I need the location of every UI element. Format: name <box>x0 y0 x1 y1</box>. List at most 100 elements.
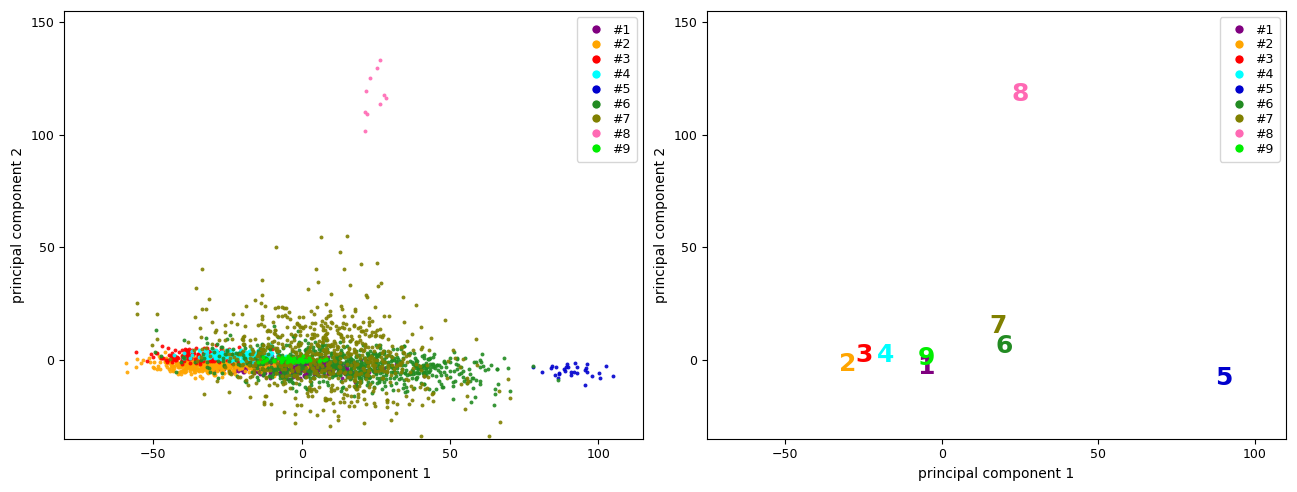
#5 <box>556 360 577 368</box>
#2 <box>202 362 223 369</box>
#7 <box>392 368 412 376</box>
#7 <box>346 385 367 393</box>
#5 <box>547 374 568 382</box>
#9 <box>272 355 293 363</box>
#1 <box>300 363 320 370</box>
#2 <box>183 362 204 369</box>
#6 <box>281 354 302 362</box>
#6 <box>280 359 301 367</box>
#7 <box>359 380 380 388</box>
#2 <box>271 363 292 371</box>
#7 <box>281 366 302 374</box>
#2 <box>176 364 197 372</box>
#6 <box>289 346 310 354</box>
#6 <box>261 363 281 371</box>
#6 <box>442 378 463 386</box>
#6 <box>358 365 379 372</box>
#1 <box>274 364 294 371</box>
#6 <box>348 361 368 369</box>
#7 <box>232 310 253 318</box>
#2 <box>239 355 259 363</box>
#6 <box>274 362 294 369</box>
#6 <box>358 351 379 359</box>
#7 <box>358 362 379 370</box>
#9 <box>283 358 303 366</box>
#6 <box>246 340 267 348</box>
#7 <box>434 316 455 324</box>
#6 <box>350 369 371 376</box>
#7 <box>313 317 333 325</box>
#4 <box>173 354 193 362</box>
#1 <box>271 356 292 364</box>
#2 <box>171 351 192 359</box>
#6 <box>293 364 314 372</box>
#6 <box>301 378 322 386</box>
#6 <box>318 355 339 363</box>
#6 <box>403 370 424 378</box>
#7 <box>351 345 372 353</box>
#6 <box>406 374 427 382</box>
#4 <box>179 354 200 362</box>
#7 <box>268 347 289 355</box>
#2 <box>198 357 219 365</box>
#1 <box>219 355 240 363</box>
#6 <box>387 368 407 375</box>
#1 <box>244 357 265 365</box>
#1 <box>210 358 231 366</box>
#6 <box>320 349 341 357</box>
#7 <box>401 330 422 338</box>
#1 <box>302 365 323 373</box>
#6 <box>348 364 368 371</box>
#1 <box>258 364 279 372</box>
#7 <box>323 353 344 361</box>
#4 <box>198 353 219 361</box>
#7 <box>320 395 341 403</box>
#1 <box>268 367 289 375</box>
#6 <box>196 335 217 342</box>
#1 <box>241 356 262 364</box>
#6 <box>284 355 305 363</box>
#6 <box>284 370 305 378</box>
#6 <box>326 370 346 378</box>
#2 <box>150 354 171 362</box>
#6 <box>431 380 451 388</box>
#7 <box>359 314 380 322</box>
#7 <box>316 364 337 372</box>
#4 <box>227 354 248 362</box>
#2 <box>183 352 204 360</box>
#7 <box>318 361 339 369</box>
#1 <box>246 353 267 361</box>
#7 <box>147 335 167 343</box>
#2 <box>197 357 218 365</box>
#6 <box>309 360 329 368</box>
#1 <box>244 369 265 377</box>
#6 <box>289 380 310 388</box>
#6 <box>287 367 307 375</box>
#7 <box>220 370 241 378</box>
Text: 8: 8 <box>1012 82 1029 106</box>
#2 <box>184 366 205 373</box>
#6 <box>399 358 420 366</box>
#6 <box>416 361 437 369</box>
#7 <box>354 387 375 395</box>
#2 <box>208 362 228 370</box>
#1 <box>294 366 315 374</box>
#6 <box>367 374 388 382</box>
#4 <box>223 351 244 359</box>
#2 <box>171 367 192 375</box>
#2 <box>248 357 268 365</box>
#7 <box>270 362 291 369</box>
#1 <box>313 358 333 366</box>
Text: 4: 4 <box>877 343 894 368</box>
#1 <box>258 359 279 367</box>
#1 <box>353 363 374 370</box>
#6 <box>285 355 306 363</box>
#2 <box>217 359 237 367</box>
#7 <box>345 349 366 357</box>
#6 <box>302 356 323 364</box>
#6 <box>411 379 432 387</box>
#7 <box>258 326 279 334</box>
#7 <box>457 374 477 382</box>
#6 <box>297 385 318 393</box>
#1 <box>267 365 288 372</box>
